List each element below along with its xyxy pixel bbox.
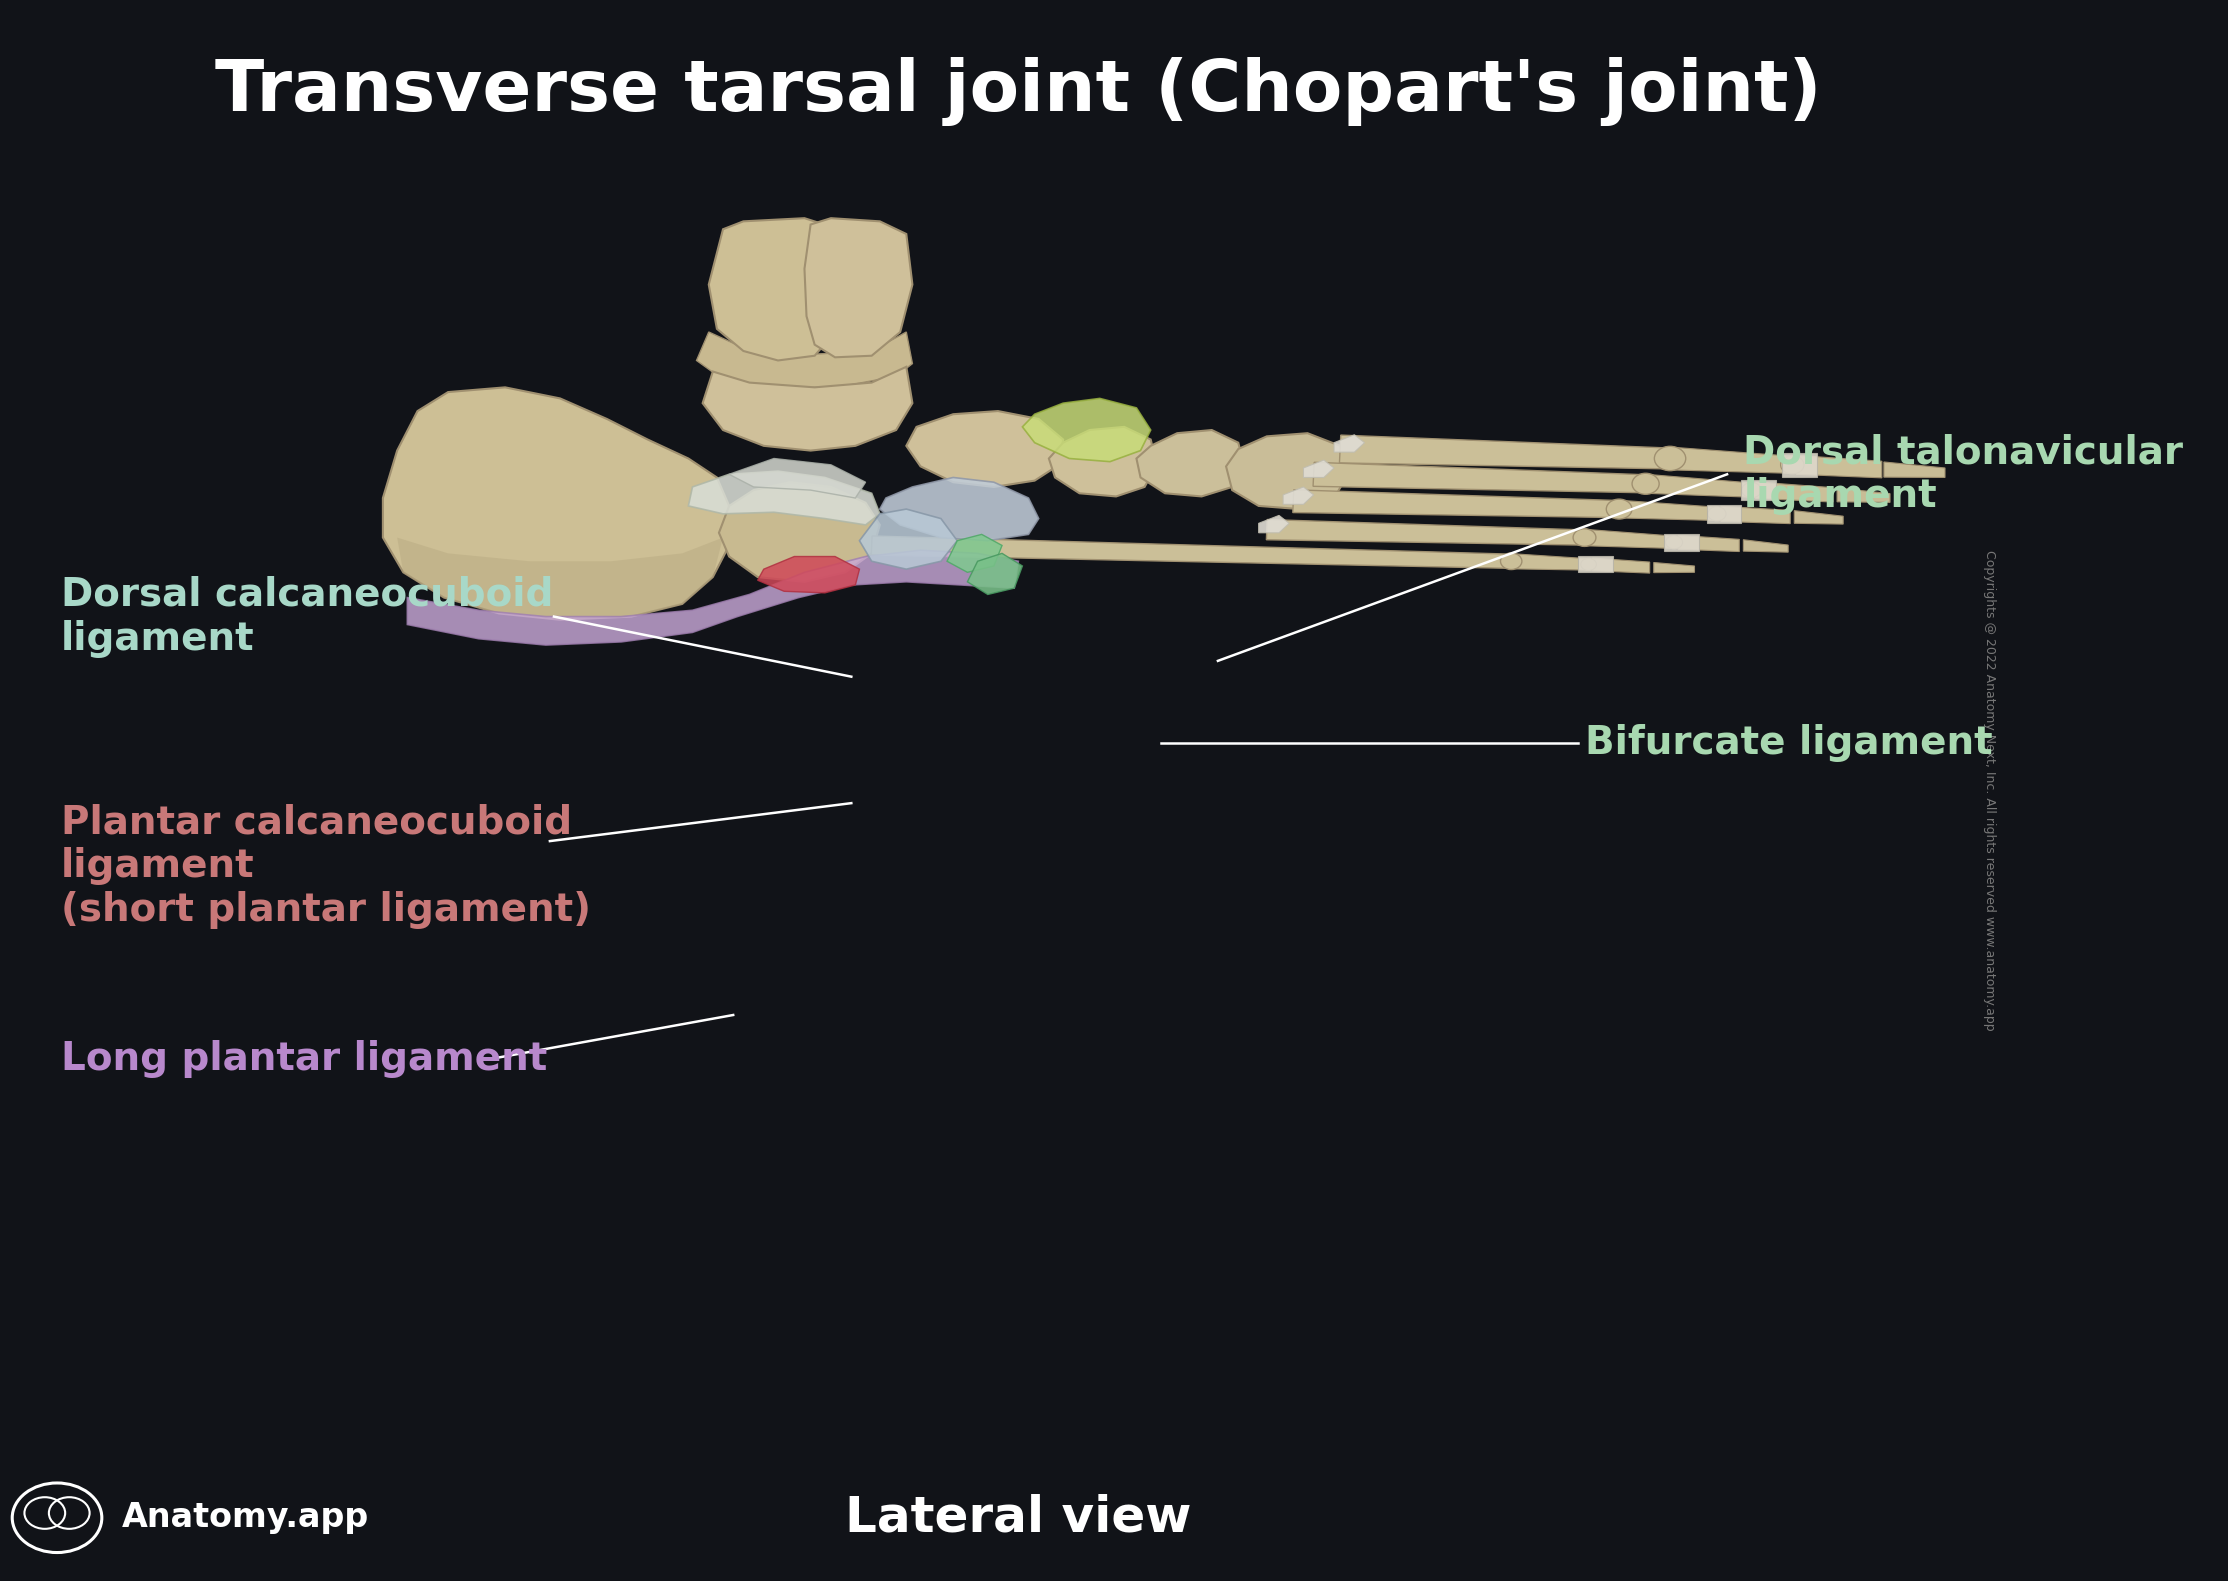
Polygon shape [1885,462,1945,477]
Polygon shape [1259,515,1290,533]
Polygon shape [1593,558,1649,572]
Polygon shape [729,458,864,498]
Polygon shape [702,367,913,451]
Circle shape [1573,528,1595,547]
Polygon shape [1742,481,1776,500]
Polygon shape [1756,482,1834,503]
Circle shape [1780,455,1805,474]
Polygon shape [1742,539,1789,552]
Polygon shape [1838,489,1889,503]
Circle shape [1499,553,1522,569]
Circle shape [1633,473,1660,495]
Polygon shape [1664,534,1698,550]
Polygon shape [1653,563,1696,572]
Polygon shape [383,387,729,620]
Polygon shape [1335,435,1364,452]
Circle shape [1606,500,1631,519]
Polygon shape [1669,447,1794,473]
Polygon shape [947,534,1003,572]
Text: Transverse tarsal joint (Chopart's joint): Transverse tarsal joint (Chopart's joint… [216,57,1823,126]
Text: Lateral view: Lateral view [844,1494,1192,1541]
Text: Dorsal talonavicular
ligament: Dorsal talonavicular ligament [1742,433,2183,515]
Circle shape [1709,508,1727,520]
Polygon shape [871,536,1511,568]
Text: Anatomy.app: Anatomy.app [123,1502,370,1534]
Polygon shape [967,553,1023,594]
Polygon shape [1292,490,1620,517]
Polygon shape [397,538,724,620]
Text: Dorsal calcaneocuboid
ligament: Dorsal calcaneocuboid ligament [60,575,553,658]
Polygon shape [1782,452,1816,477]
Polygon shape [1303,460,1335,477]
Polygon shape [1678,536,1740,552]
Polygon shape [1225,433,1348,509]
Polygon shape [1266,520,1584,545]
Polygon shape [1644,474,1751,496]
Polygon shape [1707,504,1742,523]
Circle shape [1742,482,1762,498]
Polygon shape [408,550,1018,645]
Circle shape [1655,446,1687,471]
Polygon shape [1720,506,1791,523]
Polygon shape [720,482,880,582]
Polygon shape [688,471,880,525]
Polygon shape [1049,427,1156,496]
Polygon shape [1312,462,1646,493]
Polygon shape [697,332,913,389]
Polygon shape [1023,398,1150,462]
Polygon shape [1618,500,1718,520]
Polygon shape [880,477,1038,541]
Polygon shape [709,218,844,360]
Polygon shape [758,557,860,593]
Text: Plantar calcaneocuboid
ligament
(short plantar ligament): Plantar calcaneocuboid ligament (short p… [60,803,590,930]
Polygon shape [1283,487,1315,504]
Polygon shape [1794,511,1843,523]
Polygon shape [1339,435,1671,470]
Polygon shape [804,218,913,357]
Polygon shape [860,509,958,569]
Text: Copyrights @ 2022 Anatomy Next, Inc. All rights reserved www.anatomy.app: Copyrights @ 2022 Anatomy Next, Inc. All… [1983,550,1996,1031]
Polygon shape [1136,430,1245,496]
Polygon shape [1796,455,1883,477]
Polygon shape [1584,530,1675,549]
Polygon shape [907,411,1063,487]
Polygon shape [1511,553,1589,571]
Text: Bifurcate ligament: Bifurcate ligament [1584,724,1992,762]
Circle shape [1667,536,1682,549]
Circle shape [1580,558,1597,571]
Polygon shape [1577,557,1613,572]
Text: Long plantar ligament: Long plantar ligament [60,1040,548,1078]
